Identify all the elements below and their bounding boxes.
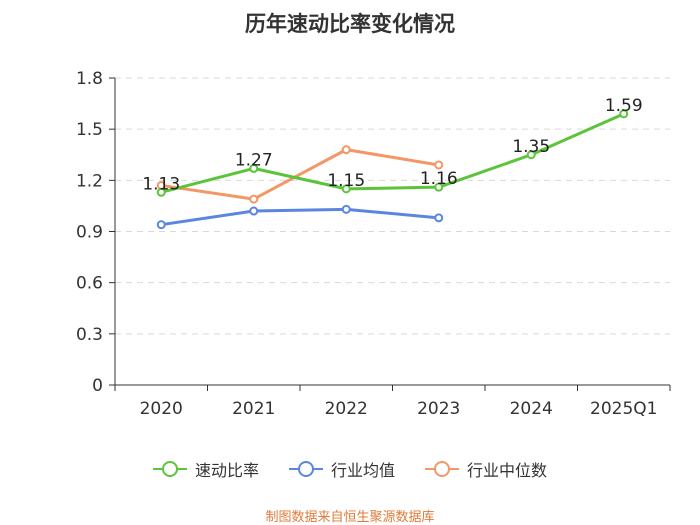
legend-label: 行业中位数 [467,461,548,480]
x-tick-label: 2024 [510,399,553,419]
legend-swatch [288,459,323,479]
x-tick-label: 2025Q1 [590,399,657,419]
y-tick-label: 1.2 [76,171,103,191]
data-point [249,194,259,204]
data-label: 1.15 [327,171,365,191]
data-label: 1.16 [420,169,458,189]
chart-legend: 速动比率 行业均值 行业中位数 [0,456,700,482]
x-tick-label: 2023 [417,399,460,419]
x-tick-label: 2022 [325,399,368,419]
legend-swatch [425,459,459,479]
legend-item[interactable]: 行业均值 [288,457,395,481]
data-label: 1.59 [605,96,643,116]
y-tick-label: 1.5 [76,120,103,140]
legend-label: 行业均值 [330,461,395,480]
data-point [619,109,629,119]
legend-swatch [152,459,187,479]
source-footer: 制图数据来自恒生聚源数据库 [265,510,435,525]
data-point [249,163,259,173]
data-point [434,160,444,170]
data-point [434,182,444,192]
y-tick-label: 1.8 [76,69,103,89]
legend-item[interactable]: 行业中位数 [425,457,547,481]
x-tick-label: 2020 [140,399,183,419]
y-tick-label: 0 [92,376,103,396]
data-point [156,187,166,197]
data-point [341,204,351,214]
series-line [160,112,625,194]
data-point [341,145,351,155]
legend-item[interactable]: 速动比率 [152,457,259,481]
data-point [526,150,536,160]
y-tick-label: 0.6 [76,274,103,294]
x-tick-label: 2021 [232,399,275,419]
data-point [156,220,166,230]
chart-title: 历年速动比率变化情况 [245,12,455,36]
data-point [341,184,351,194]
data-label: 1.27 [235,150,273,170]
series-line [161,148,439,201]
data-label: 1.35 [512,137,550,157]
legend-label: 速动比率 [194,461,259,480]
data-point [434,213,444,223]
series-line [161,207,439,227]
y-tick-label: 0.9 [76,223,103,243]
data-label: 1.13 [142,174,180,194]
data-point [249,206,259,216]
y-tick-label: 0.3 [76,325,103,345]
